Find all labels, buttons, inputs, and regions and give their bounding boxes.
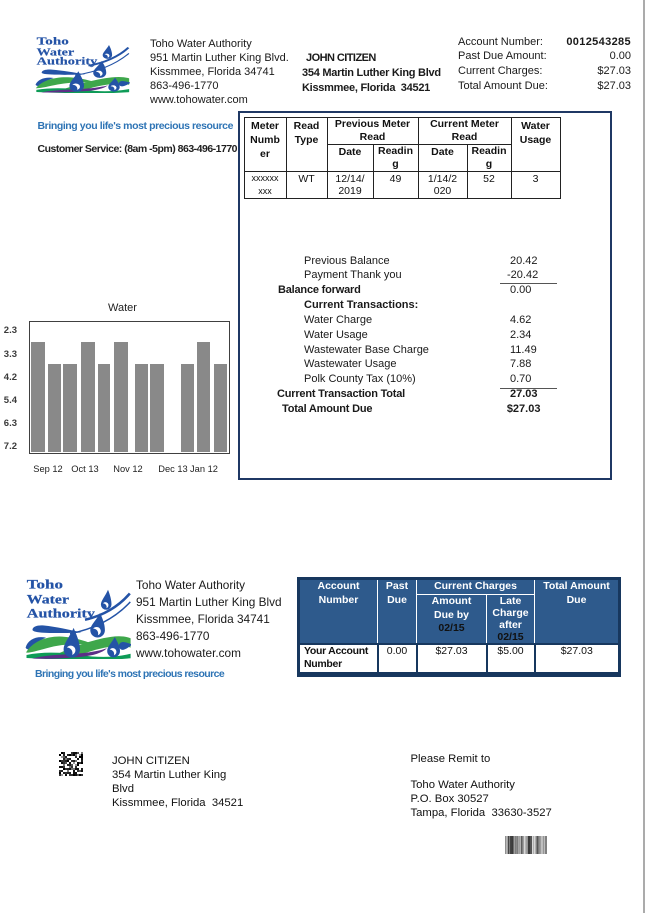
svg-text:Authority: Authority (37, 55, 98, 67)
svg-text:Toho: Toho (26, 578, 62, 592)
svg-text:Authority: Authority (26, 606, 94, 620)
svg-text:Water: Water (37, 46, 75, 58)
svg-text:Toho: Toho (37, 37, 69, 47)
svg-text:Water: Water (26, 592, 69, 606)
